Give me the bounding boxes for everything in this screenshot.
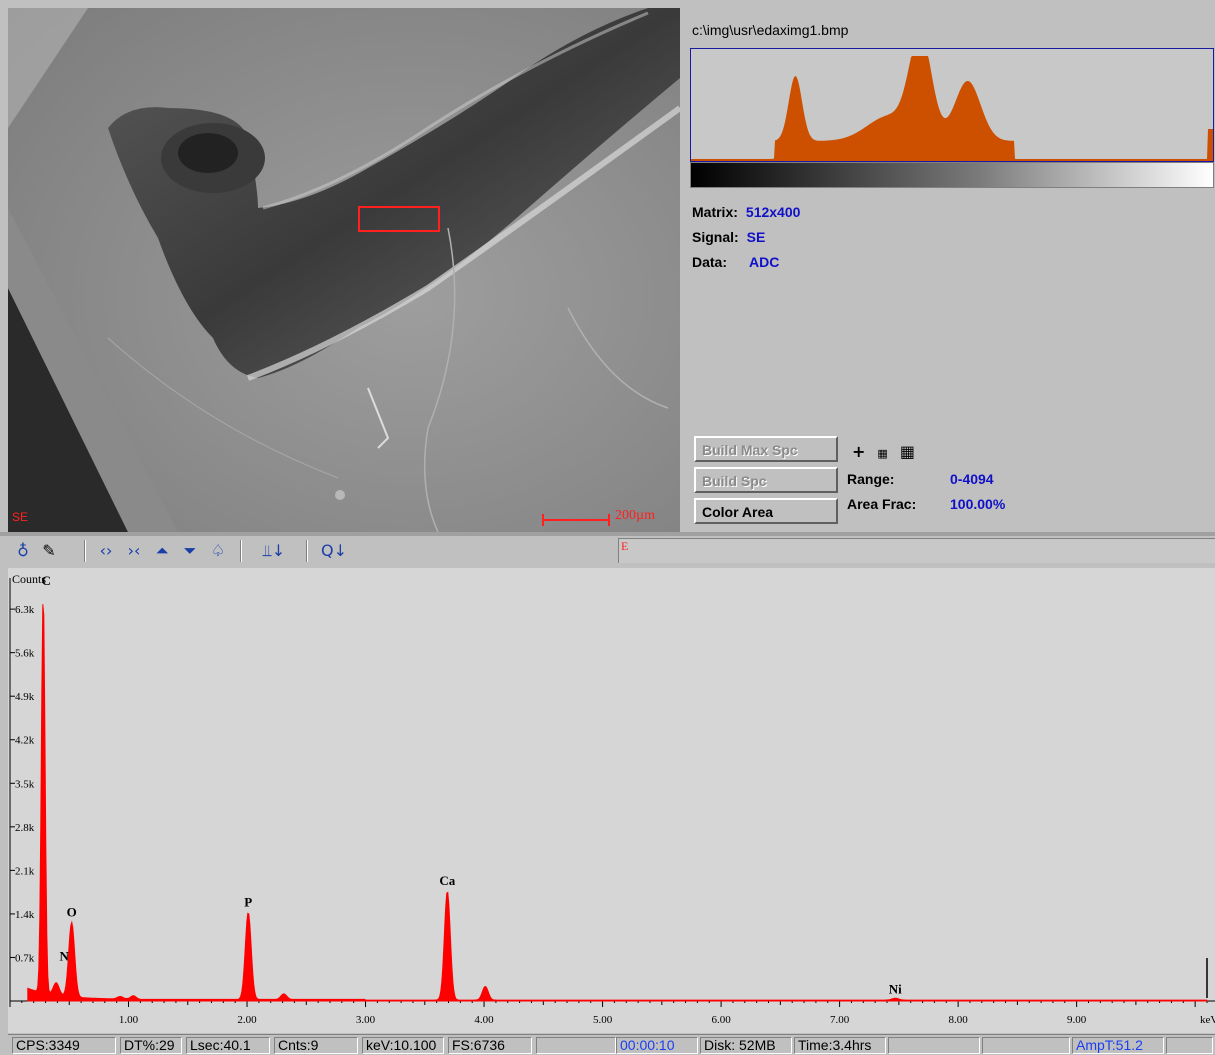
y-axis-label: Counts — [12, 572, 46, 586]
spectrum-series — [27, 604, 1208, 1002]
x-tick-label: 3.00 — [356, 1014, 376, 1026]
y-tick-label: 6.3k — [15, 604, 35, 616]
peak-up-icon[interactable]: ⏶ — [155, 541, 169, 560]
x-tick-label: 7.00 — [830, 1014, 850, 1026]
range-value: 0-4094 — [950, 471, 994, 487]
grayscale-gradient — [690, 162, 1214, 188]
empty-cell-2 — [888, 1037, 980, 1054]
area-frac-label: Area Frac: — [847, 496, 917, 512]
signal-label: SE — [12, 510, 29, 524]
signal-row-label: Signal: — [692, 229, 739, 245]
q-icon[interactable]: Q↓ — [321, 541, 347, 560]
peak-label-ca: Ca — [439, 873, 455, 888]
matrix-value: 512x400 — [745, 204, 801, 220]
signal-row: Signal: SE — [692, 229, 765, 245]
x-axis-label: keV — [1200, 1014, 1215, 1026]
kev-cell: keV:10.100 — [362, 1037, 444, 1054]
ampt-cell: AmpT:51.2 — [1072, 1037, 1164, 1054]
spectrum-chart[interactable]: Counts 0.7k 1.4k 2.1k 2.8k 3.5k 4.2k 4.9k 5.6k 6.… — [8, 568, 1215, 1033]
data-row: Data: ADC — [692, 254, 779, 270]
color-area-button[interactable]: Color Area — [694, 498, 838, 524]
histogram-area — [691, 56, 1213, 161]
toolbar-divider — [306, 540, 308, 562]
range-label: Range: — [847, 471, 895, 487]
toolbar-divider — [84, 540, 86, 562]
spectrum-svg: Counts 0.7k 1.4k 2.1k 2.8k 3.5k 4.2k 4.9k 5.6k 6.… — [9, 572, 1215, 1026]
expand-icon[interactable]: ‹› — [99, 541, 113, 560]
histogram — [690, 48, 1214, 162]
cps-cell: CPS:3349 — [12, 1037, 116, 1054]
timer-cell: 00:00:10 — [616, 1037, 698, 1054]
empty-cell — [536, 1037, 616, 1054]
peak-down-icon[interactable]: ⏷ — [183, 541, 197, 560]
file-path: c:\img\usr\edaximg1.bmp — [692, 22, 849, 38]
x-tick-label: 1.00 — [119, 1014, 139, 1026]
data-label: Data: — [692, 254, 728, 270]
small-grid-icon[interactable]: ▦ — [877, 447, 888, 460]
peak-label-icon[interactable]: ⫫↓ — [262, 541, 286, 560]
y-tick-label: 4.9k — [15, 691, 35, 703]
y-tick-label: 2.8k — [15, 822, 35, 834]
dt-cell: DT%:29 — [120, 1037, 182, 1054]
toolbar-divider — [240, 540, 242, 562]
matrix-row: Matrix: 512x400 — [692, 204, 800, 220]
info-panel: c:\img\usr\edaximg1.bmp Matrix: 512x400 S… — [684, 8, 1215, 532]
sem-micrograph — [8, 8, 680, 532]
scale-bar-label: 200µm — [615, 508, 655, 523]
status-marker: E — [621, 539, 629, 553]
y-tick-label: 2.1k — [15, 865, 35, 877]
pane-divider[interactable] — [0, 532, 1215, 536]
x-tick-label: 5.00 — [593, 1014, 613, 1026]
peak-label-n: N — [60, 949, 70, 964]
lsec-cell: Lsec:40.1 — [186, 1037, 270, 1054]
peak-label-p: P — [244, 894, 252, 909]
status-strip: E — [618, 538, 1215, 563]
fill-icon[interactable]: ♤ — [210, 541, 226, 560]
matrix-label: Matrix: — [692, 204, 738, 220]
large-grid-icon[interactable]: ▦ — [899, 442, 915, 461]
build-spc-button[interactable]: Build Spc — [694, 467, 838, 493]
fs-cell: FS:6736 — [448, 1037, 532, 1054]
empty-cell-4 — [1166, 1037, 1213, 1054]
data-value: ADC — [749, 254, 780, 270]
peak-label-c: C — [41, 573, 50, 588]
build-max-spc-button[interactable]: Build Max Spc — [694, 436, 838, 462]
time-cell: Time:3.4hrs — [794, 1037, 886, 1054]
cnts-cell: Cnts:9 — [274, 1037, 358, 1054]
y-tick-label: 4.2k — [15, 735, 35, 747]
disk-cell: Disk: 52MB — [700, 1037, 792, 1054]
spectrum-toolbar: ♁ ✎ ‹› ›‹ ⏶ ⏷ ♤ ⫫↓ Q↓ E — [8, 536, 1215, 566]
status-bar: CPS:3349 DT%:29 Lsec:40.1 Cnts:9 keV:10.… — [8, 1034, 1215, 1055]
x-tick-label: 6.00 — [711, 1014, 731, 1026]
empty-cell-3 — [982, 1037, 1070, 1054]
y-tick-label: 1.4k — [15, 909, 35, 921]
selection-box[interactable] — [358, 206, 440, 232]
x-tick-label: 8.00 — [948, 1014, 968, 1026]
y-tick-label: 5.6k — [15, 648, 35, 660]
x-tick-label: 2.00 — [237, 1014, 257, 1026]
sem-image-pane[interactable]: SE 200µm — [8, 8, 680, 532]
contract-icon[interactable]: ›‹ — [127, 541, 141, 560]
plus-icon[interactable]: + — [852, 442, 866, 461]
y-tick-label: 0.7k — [15, 952, 35, 964]
marker-icon[interactable]: ♁ — [17, 541, 29, 560]
x-tick-label: 9.00 — [1067, 1014, 1087, 1026]
peak-label-o: O — [67, 904, 77, 919]
signal-row-value: SE — [746, 229, 766, 245]
x-tick-label: 4.00 — [474, 1014, 494, 1026]
grid-size-selector: + ▦ ▦ — [852, 442, 927, 461]
peak-label-ni: Ni — [889, 982, 902, 997]
eraser-icon[interactable]: ✎ — [42, 541, 56, 560]
area-frac-value: 100.00% — [950, 496, 1006, 512]
y-tick-label: 3.5k — [15, 778, 35, 790]
